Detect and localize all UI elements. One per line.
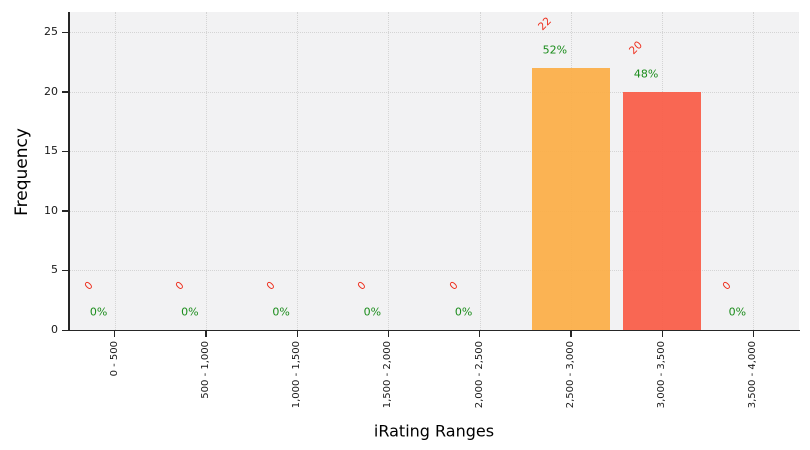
x-tick-mark: [114, 331, 116, 337]
y-tick-label: 5: [51, 263, 58, 277]
x-tick-label: 2,000 - 2,500: [473, 341, 485, 409]
horizontal-gridline: [69, 270, 799, 272]
x-tick-label: 1,000 - 1,500: [291, 341, 303, 409]
x-tick-mark: [387, 331, 390, 337]
x-tick-label: 0 - 500: [108, 341, 120, 377]
y-tick-mark: [62, 31, 68, 34]
y-tick-label: 25: [44, 25, 58, 39]
x-tick-mark: [296, 331, 298, 337]
x-tick-label: 3,500 - 4,000: [747, 341, 759, 409]
x-tick-mark: [205, 331, 207, 337]
bar-percent-label: 52%: [542, 43, 568, 57]
plot-area: [69, 12, 799, 330]
x-tick-label: 2,500 - 3,000: [564, 341, 576, 409]
vertical-gridline: [297, 12, 299, 330]
x-axis-title: iRating Ranges: [373, 421, 495, 441]
y-tick-label: 10: [44, 203, 58, 217]
y-tick-label: 20: [44, 84, 58, 98]
vertical-gridline: [205, 12, 207, 330]
y-tick-label: 15: [44, 144, 58, 158]
vertical-gridline: [753, 12, 755, 330]
y-tick-mark: [62, 329, 68, 331]
x-tick-mark: [661, 331, 663, 337]
x-tick-label: 3,000 - 3,500: [656, 341, 668, 409]
x-tick-mark: [479, 331, 481, 337]
x-tick-label: 1,500 - 2,000: [382, 341, 394, 409]
x-tick-label: 500 - 1,000: [199, 341, 211, 399]
horizontal-gridline: [69, 91, 799, 93]
bar-percent-label: 0%: [181, 305, 199, 319]
bar-percent-label: 0%: [363, 305, 382, 319]
bar: [531, 67, 610, 330]
vertical-gridline: [479, 12, 481, 330]
y-tick-mark: [62, 91, 68, 93]
vertical-gridline: [114, 12, 116, 330]
y-tick-mark: [62, 269, 68, 272]
bar-percent-label: 0%: [454, 305, 473, 319]
y-axis-title: Frequency: [12, 128, 32, 216]
x-tick-mark: [752, 331, 755, 337]
bar-percent-label: 0%: [272, 305, 290, 319]
x-tick-mark: [570, 331, 572, 337]
bar: [623, 91, 702, 330]
bar-percent-label: 48%: [633, 67, 659, 81]
horizontal-gridline: [69, 151, 799, 153]
horizontal-gridline: [69, 210, 799, 212]
y-tick-mark: [62, 210, 68, 212]
bar-percent-label: 0%: [728, 305, 747, 319]
horizontal-gridline: [69, 32, 799, 34]
vertical-gridline: [388, 12, 390, 330]
x-axis-spine: [68, 329, 800, 331]
y-tick-label: 0: [51, 323, 58, 336]
bar-percent-label: 0%: [89, 305, 108, 319]
y-axis-spine: [68, 12, 70, 331]
y-tick-mark: [62, 150, 68, 153]
